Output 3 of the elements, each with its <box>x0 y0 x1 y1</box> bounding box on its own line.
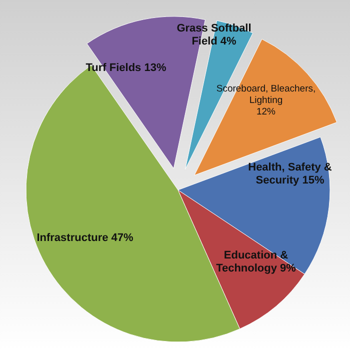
slice-label: Infrastructure 47% <box>36 232 134 244</box>
data-label: 12% <box>256 106 276 117</box>
slice-label: Education & Technology 9% <box>216 249 296 275</box>
